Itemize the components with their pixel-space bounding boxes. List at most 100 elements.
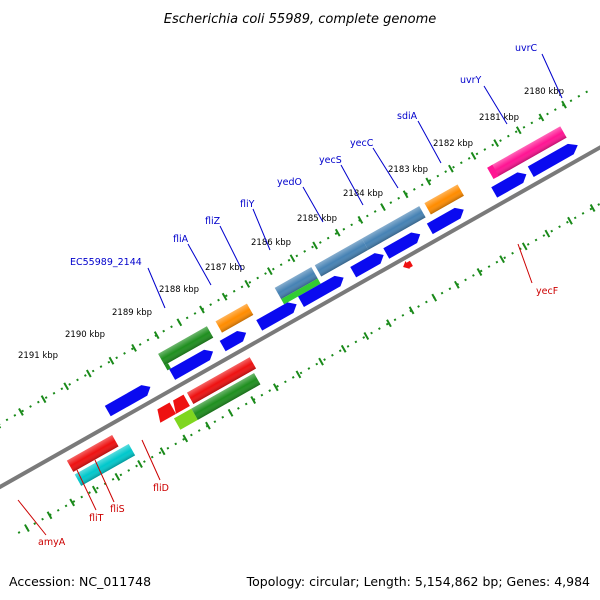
gene-label-yecF: yecF	[536, 286, 558, 297]
scale-tick	[289, 254, 296, 263]
scale-tick	[521, 242, 528, 251]
gene-label-uvrC: uvrC	[515, 43, 538, 54]
topology-text: Topology: circular; Length: 5,154,862 bp…	[246, 574, 590, 589]
scale-tick	[108, 356, 115, 365]
arrow-8	[219, 330, 247, 352]
scale-tick	[561, 100, 567, 109]
gene-label-yedO: yedO	[277, 177, 302, 188]
kbp-label: 2186 kbp	[251, 238, 291, 248]
gene-label-fliD: fliD	[153, 483, 169, 494]
gene-yecF	[403, 260, 413, 269]
scale-tick	[567, 216, 573, 225]
major-ticks	[0, 100, 596, 533]
kbp-label: 2184 kbp	[343, 189, 383, 199]
scale-tick	[425, 177, 432, 186]
gene-label-yecC: yecC	[350, 138, 374, 149]
kbp-label: 2187 kbp	[205, 263, 245, 273]
scale-tick	[227, 408, 234, 417]
gene-fliT	[157, 402, 176, 423]
kbp-label: 2181 kbp	[479, 113, 519, 123]
scale-tick	[476, 268, 483, 276]
arrow-10	[104, 385, 151, 417]
gene-uvrY	[487, 164, 499, 180]
scale-tick	[46, 511, 53, 520]
gene-label-fliT: fliT	[89, 513, 104, 524]
scale-tick	[515, 126, 522, 135]
accession-text: Accession: NC_011748	[9, 574, 151, 589]
genome-backbone	[0, 124, 600, 502]
scale-tick	[448, 164, 454, 173]
bottom-gene-names: yecF fliD fliS fliT amyA	[38, 286, 558, 548]
scale-tick	[18, 407, 24, 416]
arrow-1	[527, 143, 578, 177]
scale-tick	[205, 421, 211, 430]
scale-tick	[318, 357, 324, 366]
scale-tick	[402, 190, 409, 199]
kbp-label: 2182 kbp	[433, 139, 473, 149]
inner-tick-rail	[17, 177, 600, 534]
scale-tick	[91, 485, 98, 494]
kbp-label: 2188 kbp	[159, 285, 199, 295]
scale-tick	[131, 343, 137, 352]
genome-band	[0, 87, 600, 534]
scale-tick	[470, 151, 477, 160]
top-gene-names: uvrC uvrY sdiA yecC yecS yedO fliY fliZ …	[70, 43, 538, 268]
scale-tick	[244, 279, 251, 288]
gene-lime	[173, 408, 198, 430]
gene-label-EC55989_2144: EC55989_2144	[70, 257, 142, 268]
arrow-6	[298, 275, 344, 307]
gene-label-fliZ: fliZ	[205, 216, 221, 227]
gene-label-uvrY: uvrY	[460, 75, 482, 86]
gene-fliS	[173, 394, 190, 414]
scale-tick	[40, 395, 47, 404]
scale-tick	[357, 215, 364, 224]
kbp-label: 2185 kbp	[297, 214, 337, 224]
forward-genes-outer	[158, 126, 567, 371]
scale-tick	[454, 280, 460, 289]
scale-tick	[544, 229, 551, 238]
arrow-4	[383, 232, 421, 259]
scale-tick	[69, 498, 75, 507]
scale-tick	[221, 292, 228, 301]
scale-tick	[380, 203, 386, 212]
scale-tick	[85, 369, 92, 378]
arrow-7	[256, 302, 297, 331]
scale-tick	[334, 228, 341, 237]
top-gene-labels	[147, 53, 563, 309]
map-title: Escherichia coli 55989, complete genome	[164, 12, 436, 27]
scale-tick	[493, 139, 499, 148]
scale-tick	[312, 241, 318, 250]
scale-tick	[408, 306, 415, 315]
kbp-label: 2191 kbp	[18, 351, 58, 361]
scale-tick	[199, 305, 205, 314]
gene-label-fliY: fliY	[240, 199, 255, 210]
kbp-label: 2183 kbp	[388, 165, 428, 175]
arrow-3	[426, 207, 464, 235]
scale-tick	[386, 319, 392, 328]
gene-EC55989_2144	[164, 363, 171, 371]
scale-tick	[176, 318, 183, 327]
arrow-9	[169, 349, 214, 380]
kbp-label: 2189 kbp	[112, 308, 152, 318]
arrow-2	[491, 172, 527, 198]
kbp-labels: 2180 kbp 2181 kbp 2182 kbp 2183 kbp 2184…	[18, 87, 564, 361]
scale-tick	[538, 113, 545, 122]
gene-label-amyA: amyA	[38, 537, 66, 548]
scale-tick	[24, 524, 30, 533]
gene-label-sdiA: sdiA	[397, 111, 418, 122]
gene-label-fliA: fliA	[173, 234, 189, 245]
scale-tick	[363, 332, 370, 340]
scale-tick	[153, 331, 160, 340]
kbp-label: 2180 kbp	[524, 87, 564, 97]
scale-tick	[272, 383, 279, 392]
scale-tick	[267, 267, 273, 276]
scale-tick	[159, 447, 166, 456]
scale-tick	[137, 460, 143, 469]
forward-genes-inner	[104, 143, 578, 417]
scale-tick	[63, 382, 70, 391]
gene-fliY	[281, 278, 321, 305]
scale-tick	[250, 396, 257, 404]
kbp-label: 2190 kbp	[65, 330, 105, 340]
gene-label-yecS: yecS	[319, 155, 342, 166]
